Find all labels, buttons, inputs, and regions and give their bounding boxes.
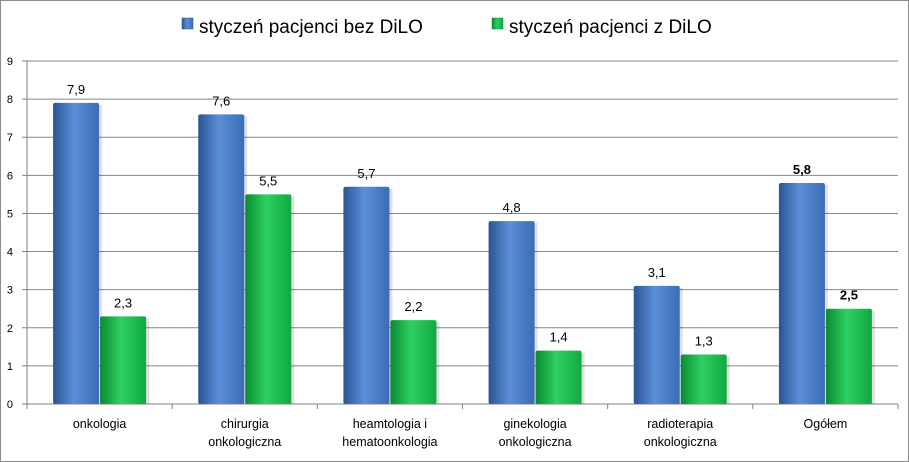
bar-z-dilo-5 xyxy=(680,354,727,404)
category-label: onkologiczna xyxy=(208,435,281,449)
legend-swatch-2 xyxy=(491,17,504,30)
data-label: 5,8 xyxy=(793,162,811,177)
category-label: onkologia xyxy=(73,417,127,431)
category-label: onkologiczna xyxy=(499,435,572,449)
y-tick-label: 7 xyxy=(7,132,13,144)
y-tick-label: 3 xyxy=(7,285,13,297)
bar-bez-dilo-5 xyxy=(633,285,680,404)
y-tick-label: 8 xyxy=(7,94,13,106)
legend: styczeń pacjenci bez DiLO styczeń pacjenc… xyxy=(181,17,712,38)
data-label: 1,3 xyxy=(695,333,713,348)
category-label: ginekologia xyxy=(503,417,566,431)
data-label: 7,9 xyxy=(67,82,85,97)
bar-z-dilo-3 xyxy=(390,320,437,404)
bar-bez-dilo-6 xyxy=(778,182,825,404)
legend-label-2: styczeń pacjenci z DiLO xyxy=(509,17,712,38)
bar-z-dilo-2 xyxy=(245,194,292,404)
legend-label-1: styczeń pacjenci bez DiLO xyxy=(199,17,423,38)
category-label: chirurgia xyxy=(221,417,269,431)
gridlines xyxy=(27,60,898,405)
category-label: heamtologia i xyxy=(353,417,427,431)
data-label: 2,5 xyxy=(840,288,858,303)
data-label: 2,3 xyxy=(114,295,132,310)
data-label: 3,1 xyxy=(648,265,666,280)
bar-bez-dilo-1 xyxy=(53,102,100,404)
y-tick-label: 4 xyxy=(7,247,13,259)
bar-z-dilo-1 xyxy=(100,316,147,404)
data-label: 5,5 xyxy=(259,173,277,188)
bar-bez-dilo-3 xyxy=(343,186,390,404)
y-tick-label: 5 xyxy=(7,208,13,220)
category-label: onkologiczna xyxy=(644,435,717,449)
y-tick-label: 1 xyxy=(7,361,13,373)
data-label: 5,7 xyxy=(357,166,375,181)
y-tick-label: 2 xyxy=(7,323,13,335)
category-label: hematoonkologia xyxy=(342,435,437,449)
category-label: radioterapia xyxy=(647,417,713,431)
bar-bez-dilo-4 xyxy=(488,221,535,404)
data-label: 2,2 xyxy=(404,299,422,314)
x-axis: onkologia chirurgia onkologiczna heamtologi… xyxy=(26,404,899,449)
y-axis: 0 1 2 3 4 5 6 7 8 9 xyxy=(7,56,28,411)
data-label: 1,4 xyxy=(550,330,568,345)
y-tick-label: 9 xyxy=(7,56,13,68)
data-label: 7,6 xyxy=(212,93,230,108)
bar-bez-dilo-2 xyxy=(198,114,245,404)
bar-z-dilo-6 xyxy=(825,308,872,404)
data-label: 4,8 xyxy=(503,200,521,215)
y-tick-label: 6 xyxy=(7,170,13,182)
bars: 7,9 2,3 7,6 5,5 5,7 2,2 4,8 1,4 3,1 1,3 5,8 2,5 xyxy=(53,82,875,404)
category-label: Ogółem xyxy=(804,417,848,431)
legend-swatch-1 xyxy=(181,17,194,30)
y-tick-label: 0 xyxy=(7,399,13,411)
bar-z-dilo-4 xyxy=(535,350,582,404)
